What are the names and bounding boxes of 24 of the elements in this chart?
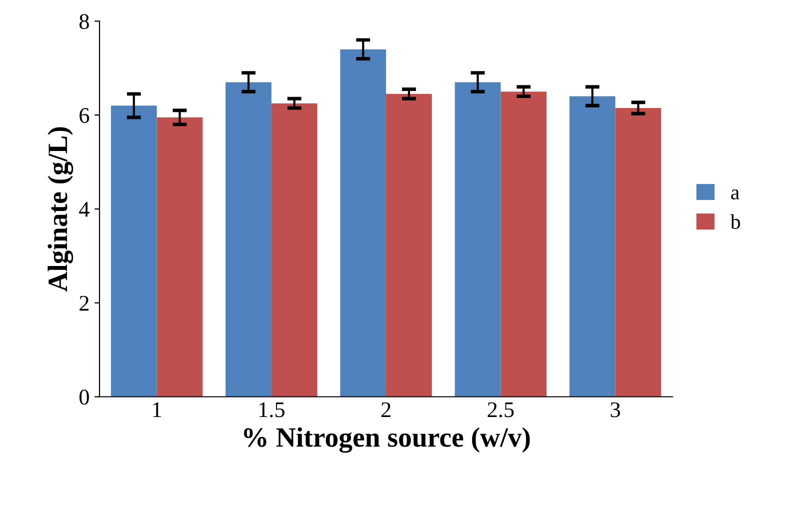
x-tick-label: 2.5	[488, 402, 514, 418]
bar	[271, 103, 318, 397]
y-tick-label: 4	[79, 202, 90, 217]
legend-label: a	[731, 190, 740, 200]
bar	[110, 106, 157, 397]
y-tick-label: 6	[80, 108, 90, 123]
bar	[156, 117, 203, 397]
bar	[386, 94, 432, 397]
y-tick-label: 2	[80, 296, 89, 311]
x-tick-label: 1	[153, 402, 162, 418]
y-axis-title: Alginate (g/L)	[48, 127, 74, 292]
legend-label: b	[730, 214, 740, 229]
bar	[454, 82, 501, 397]
x-tick-label: 3	[610, 402, 620, 418]
bar	[615, 108, 662, 397]
bar	[500, 92, 547, 397]
x-axis-title: % Nitrogen source (w/v)	[244, 427, 530, 453]
bar	[226, 82, 272, 397]
x-tick-label: 1.5	[260, 402, 284, 418]
y-tick-label: 0	[80, 390, 89, 405]
x-tick-label: 2	[381, 402, 390, 418]
bar	[569, 96, 616, 397]
bar	[340, 49, 386, 397]
y-tick-label: 8	[80, 14, 89, 30]
